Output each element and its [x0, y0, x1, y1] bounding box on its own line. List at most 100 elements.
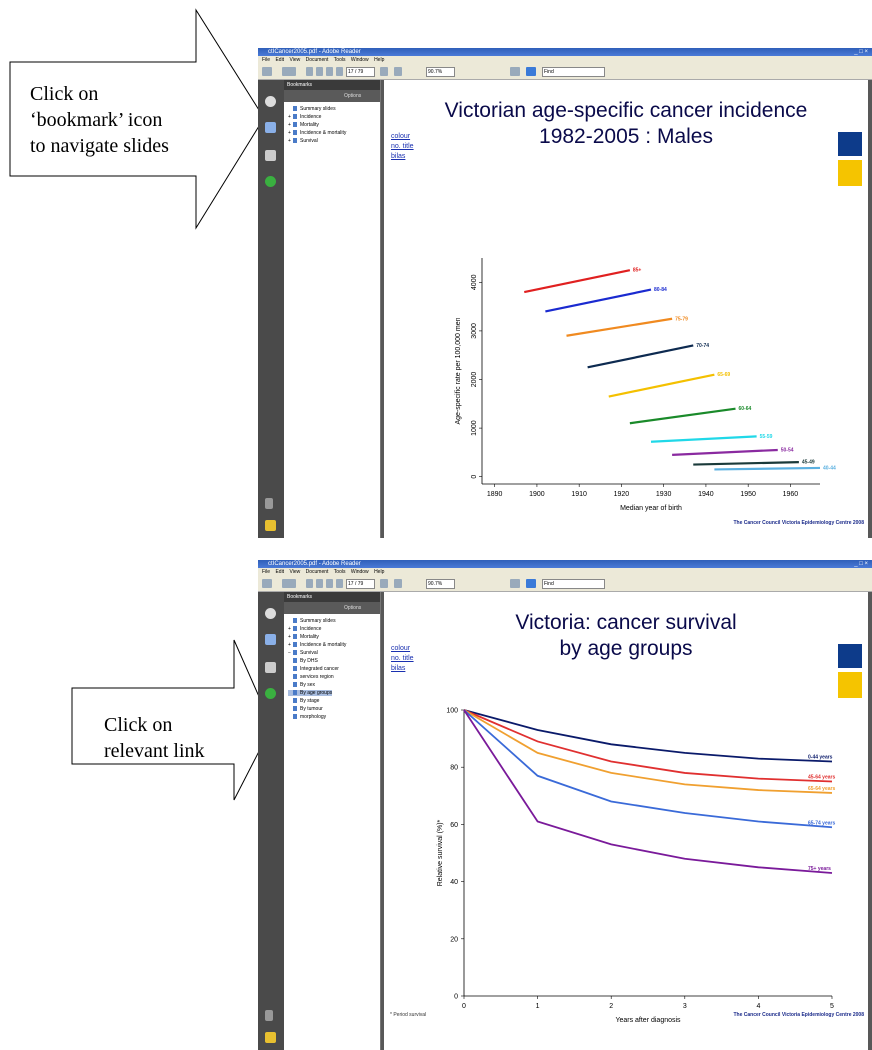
bookmark-label: Integrated cancer — [300, 666, 339, 672]
attachment-icon[interactable] — [265, 498, 273, 509]
fit-page-icon[interactable] — [510, 579, 520, 588]
fit-page-icon[interactable] — [510, 67, 520, 76]
select-tool-icon[interactable] — [282, 579, 296, 588]
expand-toggle[interactable]: + — [288, 634, 291, 640]
menu-file[interactable]: File — [262, 57, 271, 63]
menu-document[interactable]: Document — [305, 569, 329, 575]
bookmark-item[interactable]: Summary slides — [288, 106, 336, 112]
help-icon[interactable] — [265, 176, 276, 187]
zoom-in-icon[interactable] — [380, 67, 388, 76]
comments-icon[interactable] — [265, 1032, 276, 1043]
comments-icon[interactable] — [265, 520, 276, 531]
bookmark-item[interactable]: + Mortality — [288, 634, 319, 640]
help-icon[interactable] — [265, 688, 276, 699]
previous-page-icon[interactable] — [316, 579, 323, 588]
layers-icon[interactable] — [265, 150, 276, 161]
expand-toggle[interactable]: + — [288, 130, 291, 136]
link-colour[interactable]: colour — [391, 645, 411, 652]
bookmark-label: services region — [300, 674, 334, 680]
slide-title-line-2: 1982-2005 : Males — [539, 125, 713, 148]
bookmark-item[interactable]: By DHS — [288, 658, 318, 664]
page-number-field[interactable]: 17 / 79 — [346, 67, 375, 77]
zoom-field[interactable]: 90.7% — [426, 579, 455, 589]
bookmark-item[interactable]: By tumour — [288, 706, 323, 712]
attachment-icon[interactable] — [265, 1010, 273, 1021]
bookmark-page-icon — [293, 138, 297, 144]
first-page-icon[interactable] — [306, 579, 313, 588]
series-line — [463, 709, 833, 794]
bookmark-item[interactable]: + Incidence & mortality — [288, 130, 346, 136]
bookmark-item[interactable]: morphology — [288, 714, 326, 720]
title-bar: ctICancer2005.pdf - Adobe Reader _ □ × — [258, 48, 872, 56]
menu-window[interactable]: Window — [350, 569, 369, 575]
zoom-field[interactable]: 90.7% — [426, 67, 455, 77]
menu-edit[interactable]: Edit — [275, 57, 285, 63]
print-icon[interactable] — [262, 579, 272, 588]
bookmark-item[interactable]: − Survival — [288, 650, 318, 656]
bookmark-label: By DHS — [300, 658, 318, 664]
link-no-title[interactable]: no. title — [391, 655, 414, 662]
bookmark-label: Incidence — [300, 626, 322, 632]
window-controls[interactable]: _ □ × — [854, 49, 868, 55]
menu-window[interactable]: Window — [350, 57, 369, 63]
expand-toggle[interactable]: + — [288, 122, 291, 128]
menu-help[interactable]: Help — [374, 569, 385, 575]
last-page-icon[interactable] — [336, 579, 343, 588]
menu-help[interactable]: Help — [374, 57, 385, 63]
fit-width-icon[interactable] — [526, 67, 536, 76]
find-input[interactable]: Find — [542, 67, 605, 77]
expand-toggle[interactable]: + — [288, 642, 291, 648]
link-bilas[interactable]: bilas — [391, 665, 406, 672]
bookmarks-options[interactable]: Options — [284, 90, 380, 102]
previous-page-icon[interactable] — [316, 67, 323, 76]
expand-toggle[interactable]: + — [288, 626, 291, 632]
window-controls[interactable]: _ □ × — [854, 561, 868, 567]
bookmark-item[interactable]: By sex — [288, 682, 315, 688]
x-tick-label: 1 — [536, 1003, 540, 1010]
link-bilas[interactable]: bilas — [391, 153, 406, 160]
bookmark-item[interactable]: + Survival — [288, 138, 318, 144]
bookmark-item[interactable]: services region — [288, 674, 334, 680]
expand-toggle[interactable]: − — [288, 650, 291, 656]
last-page-icon[interactable] — [336, 67, 343, 76]
menu-edit[interactable]: Edit — [275, 569, 285, 575]
layers-icon[interactable] — [265, 662, 276, 673]
zoom-in-icon[interactable] — [380, 579, 388, 588]
link-no-title[interactable]: no. title — [391, 143, 414, 150]
bookmark-item[interactable]: + Incidence — [288, 626, 321, 632]
bookmark-item[interactable]: + Incidence — [288, 114, 321, 120]
zoom-out-icon[interactable] — [394, 579, 402, 588]
next-page-icon[interactable] — [326, 67, 333, 76]
fit-width-icon[interactable] — [526, 579, 536, 588]
first-page-icon[interactable] — [306, 67, 313, 76]
bookmark-item[interactable]: Integrated cancer — [288, 666, 339, 672]
bookmark-item[interactable]: By age groups — [288, 690, 333, 696]
bookmark-icon[interactable] — [265, 634, 276, 645]
series-label: 65-69 — [717, 372, 730, 378]
menu-document[interactable]: Document — [305, 57, 329, 63]
link-colour[interactable]: colour — [391, 133, 411, 140]
bookmark-icon[interactable] — [265, 122, 276, 133]
bookmark-label: Incidence & mortality — [300, 130, 347, 136]
bookmark-item[interactable]: + Mortality — [288, 122, 319, 128]
expand-toggle[interactable]: + — [288, 138, 291, 144]
bookmarks-options[interactable]: Options — [284, 602, 380, 614]
menu-view[interactable]: View — [289, 569, 301, 575]
zoom-out-icon[interactable] — [394, 67, 402, 76]
bookmark-item[interactable]: + Incidence & mortality — [288, 642, 346, 648]
bookmark-item[interactable]: By stage — [288, 698, 319, 704]
page-number-field[interactable]: 17 / 79 — [346, 579, 375, 589]
bookmark-item[interactable]: Summary slides — [288, 618, 336, 624]
menu-tools[interactable]: Tools — [333, 569, 346, 575]
expand-toggle[interactable]: + — [288, 114, 291, 120]
pages-icon[interactable] — [265, 608, 276, 619]
print-icon[interactable] — [262, 67, 272, 76]
select-tool-icon[interactable] — [282, 67, 296, 76]
find-input[interactable]: Find — [542, 579, 605, 589]
menu-view[interactable]: View — [289, 57, 301, 63]
next-page-icon[interactable] — [326, 579, 333, 588]
pages-icon[interactable] — [265, 96, 276, 107]
menu-file[interactable]: File — [262, 569, 271, 575]
bookmark-page-icon — [293, 106, 297, 112]
menu-tools[interactable]: Tools — [333, 57, 346, 63]
